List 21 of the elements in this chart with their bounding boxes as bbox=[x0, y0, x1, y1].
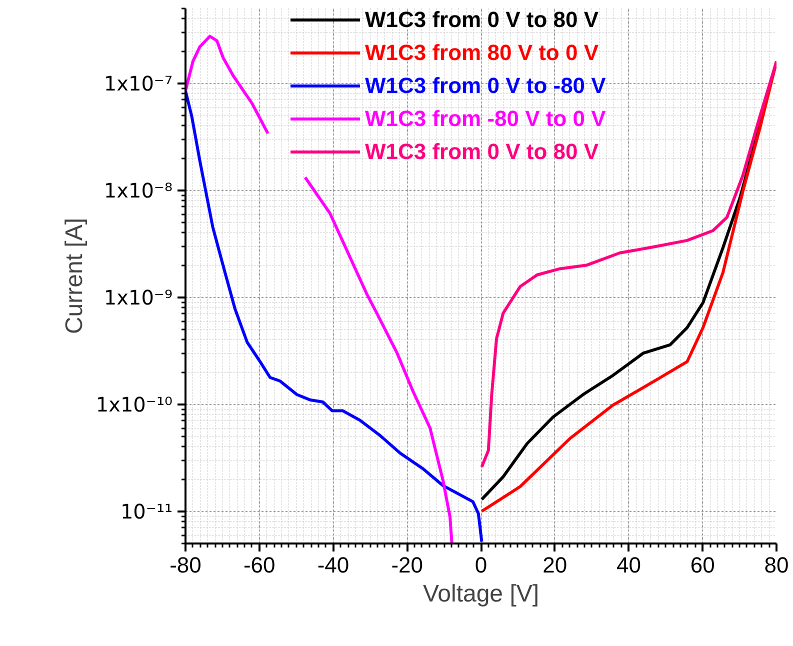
legend-label: W1C3 from 0 V to 80 V bbox=[365, 7, 599, 34]
y-tick-label: 1x10⁻⁷ bbox=[104, 71, 173, 96]
x-axis-title: Voltage [V] bbox=[422, 580, 540, 608]
legend-label: W1C3 from -80 V to 0 V bbox=[365, 104, 606, 132]
x-tick-label: -20 bbox=[391, 552, 424, 578]
y-axis-title: Current [A] bbox=[60, 218, 88, 334]
y-tick-label: 1x10⁻¹⁰ bbox=[96, 392, 173, 416]
x-tick-label: 80 bbox=[764, 552, 789, 578]
x-tick-label: 60 bbox=[690, 552, 715, 578]
x-tick-label: 20 bbox=[542, 552, 568, 578]
x-tick-label: -60 bbox=[243, 552, 276, 578]
legend-label: W1C3 from 0 V to 80 V bbox=[365, 138, 599, 166]
y-tick-label: 1x10⁻⁸ bbox=[104, 178, 173, 202]
x-tick-label: 0 bbox=[474, 552, 488, 578]
x-tick-label: -40 bbox=[317, 552, 350, 578]
legend-label: W1C3 from 0 V to -80 V bbox=[365, 72, 606, 100]
x-tick-label: 40 bbox=[616, 552, 641, 578]
y-tick-label: 10⁻¹¹ bbox=[120, 499, 173, 524]
x-tick-label: -80 bbox=[170, 552, 202, 578]
legend-label: W1C3 from 80 V to 0 V bbox=[365, 38, 599, 66]
y-tick-label: 1x10⁻⁹ bbox=[104, 285, 173, 310]
